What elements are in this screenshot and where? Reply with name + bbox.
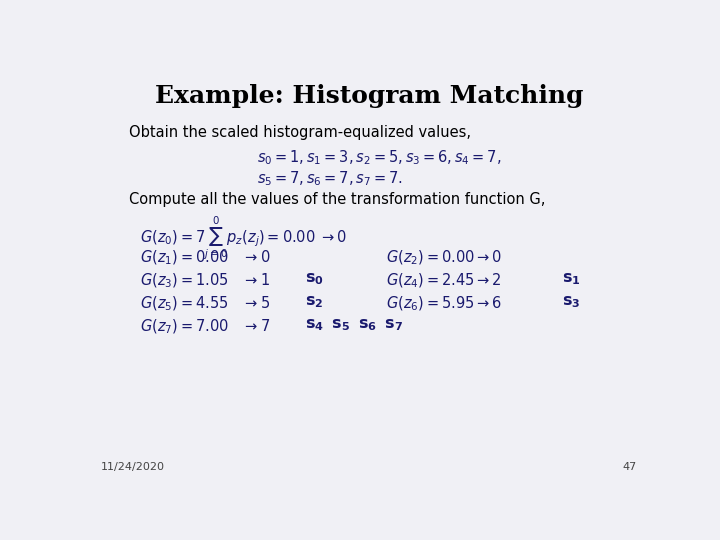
Text: Compute all the values of the transformation function G,: Compute all the values of the transforma… [129, 192, 546, 207]
Text: $\mathbf{s_4}\;\;\mathbf{s_5}\;\;\mathbf{s_6}\;\;\mathbf{s_7}$: $\mathbf{s_4}\;\;\mathbf{s_5}\;\;\mathbf… [305, 317, 403, 333]
Text: $G(z_2)=0.00\rightarrow 0$: $G(z_2)=0.00\rightarrow 0$ [386, 248, 502, 267]
Text: Obtain the scaled histogram-equalized values,: Obtain the scaled histogram-equalized va… [129, 125, 471, 140]
Text: $G(z_7)=7.00\quad\rightarrow 7$: $G(z_7)=7.00\quad\rightarrow 7$ [140, 317, 271, 335]
Text: $\mathbf{s_2}$: $\mathbf{s_2}$ [305, 294, 323, 310]
Text: $G(z_6)=5.95\rightarrow 6$: $G(z_6)=5.95\rightarrow 6$ [386, 294, 502, 313]
Text: $G(z_3)=1.05\quad\rightarrow 1$: $G(z_3)=1.05\quad\rightarrow 1$ [140, 272, 270, 290]
Text: $G(z_1)=0.00\quad\rightarrow 0$: $G(z_1)=0.00\quad\rightarrow 0$ [140, 248, 271, 267]
Text: Example: Histogram Matching: Example: Histogram Matching [155, 84, 583, 107]
Text: $\mathbf{s_0}$: $\mathbf{s_0}$ [305, 272, 324, 287]
Text: $G(z_4)=2.45\rightarrow 2$: $G(z_4)=2.45\rightarrow 2$ [386, 272, 501, 290]
Text: $G(z_5)=4.55\quad\rightarrow 5$: $G(z_5)=4.55\quad\rightarrow 5$ [140, 294, 270, 313]
Text: 47: 47 [623, 462, 637, 472]
Text: $s_0=1, s_1=3, s_2=5, s_3=6, s_4=7,$: $s_0=1, s_1=3, s_2=5, s_3=6, s_4=7,$ [258, 148, 502, 167]
Text: $G(z_0)=7\sum_{j=0}^{0}p_z(z_j)=0.00\;\rightarrow 0$: $G(z_0)=7\sum_{j=0}^{0}p_z(z_j)=0.00\;\r… [140, 215, 347, 262]
Text: $\mathbf{s_3}$: $\mathbf{s_3}$ [562, 294, 580, 310]
Text: $\mathbf{s_1}$: $\mathbf{s_1}$ [562, 272, 580, 287]
Text: 11/24/2020: 11/24/2020 [101, 462, 165, 472]
Text: $s_5=7, s_6=7, s_7=7.$: $s_5=7, s_6=7, s_7=7.$ [258, 170, 403, 188]
